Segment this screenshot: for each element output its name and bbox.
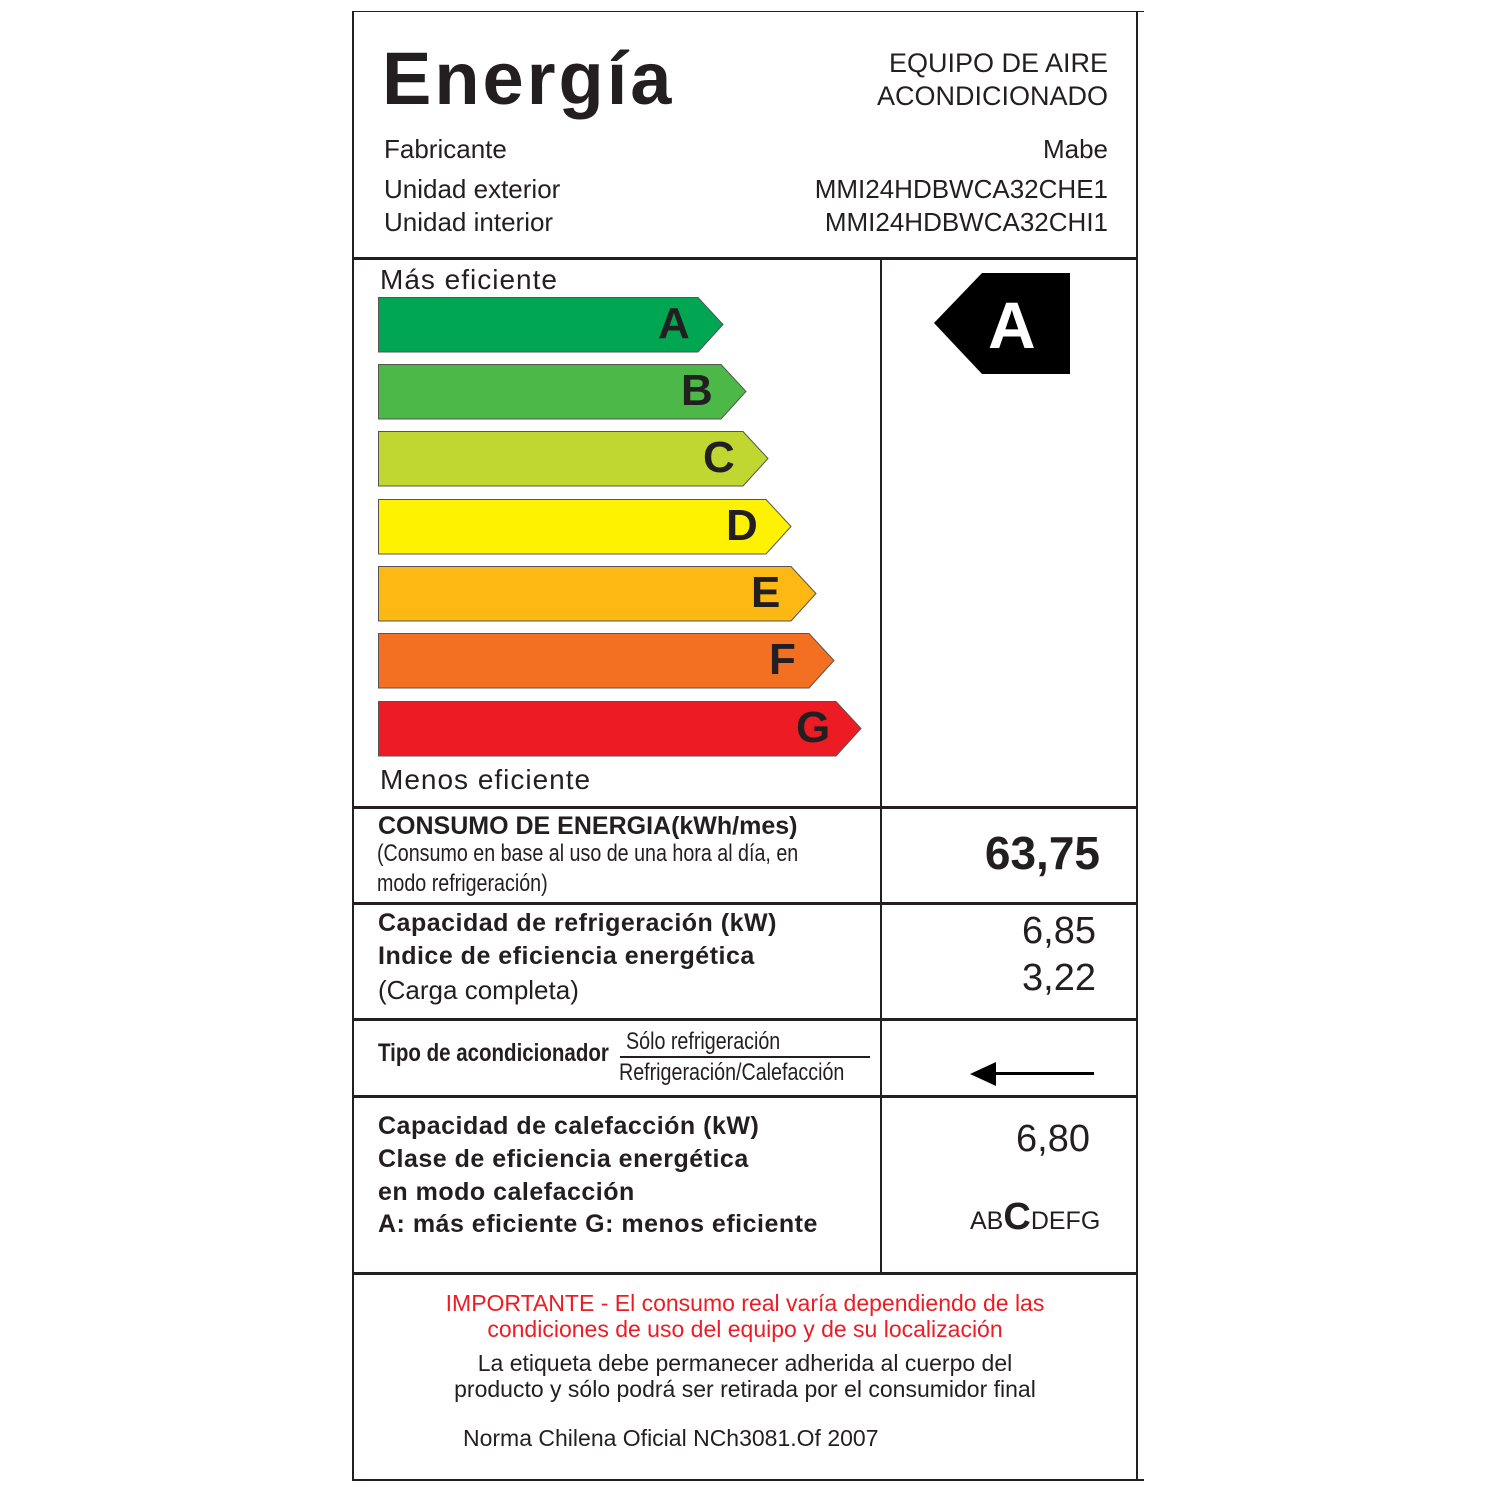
- consumption-note-line1: (Consumo en base al uso de una hora al d…: [377, 840, 799, 867]
- product-type-line1: EQUIPO DE AIRE: [888, 48, 1108, 78]
- cooling-capacity-value: 6,85: [1022, 910, 1096, 952]
- heating-class-scale: ABCDEFG: [970, 1196, 1100, 1239]
- type-fraction-line: [620, 1056, 870, 1058]
- class-letter: A: [658, 299, 690, 348]
- class-bar-shape: [378, 364, 747, 420]
- important-line2: condiciones de uso del equipo y de su lo…: [487, 1316, 1003, 1342]
- class-bar-shape: [378, 701, 862, 757]
- class-bar-shape: [378, 431, 769, 487]
- class-letter: E: [751, 568, 781, 617]
- efficiency-index-value: 3,22: [1022, 957, 1096, 999]
- class-letter: C: [703, 433, 735, 482]
- rating-arrow: A: [934, 273, 1070, 374]
- divider: [352, 1272, 1138, 1275]
- column-divider: [880, 258, 882, 1273]
- type-option-cooling-heating: Refrigeración/Calefacción: [619, 1059, 845, 1086]
- class-bar-shape: [378, 297, 724, 353]
- rating-arrow-shape: [934, 273, 1070, 374]
- manufacturer-label: Fabricante: [384, 134, 507, 164]
- manufacturer-value: Mabe: [1042, 134, 1108, 164]
- frame-top: [352, 11, 1144, 12]
- class-letter: F: [769, 635, 796, 684]
- rating-letter: A: [988, 288, 1036, 362]
- outdoor-unit-value: MMI24HDBWCA32CHE1: [814, 174, 1108, 204]
- class-letter: G: [796, 703, 831, 752]
- class-bar-shape: [378, 633, 835, 689]
- most-efficient-label: Más eficiente: [380, 264, 558, 295]
- heating-class-label: Clase de eficiencia energética: [378, 1145, 749, 1173]
- divider: [352, 902, 1138, 905]
- type-option-cooling-only: Sólo refrigeración: [626, 1028, 781, 1055]
- frame-bottom: [352, 1479, 1144, 1481]
- type-label: Tipo de acondicionador: [378, 1039, 609, 1067]
- indoor-unit-value: MMI24HDBWCA32CHI1: [824, 207, 1108, 237]
- frame-right: [1136, 12, 1138, 1481]
- divider: [352, 1018, 1138, 1021]
- indoor-unit-label: Unidad interior: [384, 207, 554, 237]
- cooling-capacity-label: Capacidad de refrigeración (kW): [378, 909, 777, 937]
- outdoor-unit-label: Unidad exterior: [384, 174, 561, 204]
- norm-reference: Norma Chilena Oficial NCh3081.Of 2007: [463, 1425, 879, 1451]
- heating-class-before: AB: [970, 1207, 1004, 1235]
- class-letter: D: [726, 501, 758, 550]
- consumption-note-line2: modo refrigeración): [377, 870, 548, 897]
- frame-left: [352, 12, 354, 1481]
- heating-class-after: DEFG: [1030, 1207, 1101, 1235]
- full-load-label: (Carga completa): [378, 975, 579, 1005]
- heating-mode-label: en modo calefacción: [378, 1178, 635, 1206]
- consumption-value: 63,75: [984, 827, 1100, 879]
- divider: [352, 1095, 1138, 1098]
- divider: [352, 806, 1138, 809]
- scale-legend: A: más eficiente G: menos eficiente: [378, 1210, 818, 1238]
- selected-type-arrow-icon: [970, 1061, 1096, 1092]
- important-line1: IMPORTANTE - El consumo real varía depen…: [445, 1290, 1045, 1316]
- heating-class-selected: C: [1003, 1196, 1031, 1238]
- least-efficient-label: Menos eficiente: [380, 764, 592, 795]
- heating-capacity-label: Capacidad de calefacción (kW): [378, 1112, 760, 1140]
- label-title: Energía: [382, 37, 675, 120]
- efficiency-index-label: Indice de eficiencia energética: [378, 942, 755, 970]
- heating-capacity-value: 6,80: [1016, 1118, 1090, 1160]
- note-line2: producto y sólo podrá ser retirada por e…: [454, 1376, 1036, 1402]
- product-type-line2: ACONDICIONADO: [876, 81, 1108, 111]
- consumption-title: CONSUMO DE ENERGIA(kWh/mes): [378, 812, 798, 840]
- class-bar-shape: [378, 499, 792, 555]
- footer: IMPORTANTE - El consumo real varía depen…: [354, 1290, 1136, 1402]
- class-letter: B: [681, 366, 713, 415]
- class-bar-shape: [378, 566, 817, 622]
- divider: [352, 257, 1138, 260]
- note-line1: La etiqueta debe permanecer adherida al …: [477, 1350, 1013, 1376]
